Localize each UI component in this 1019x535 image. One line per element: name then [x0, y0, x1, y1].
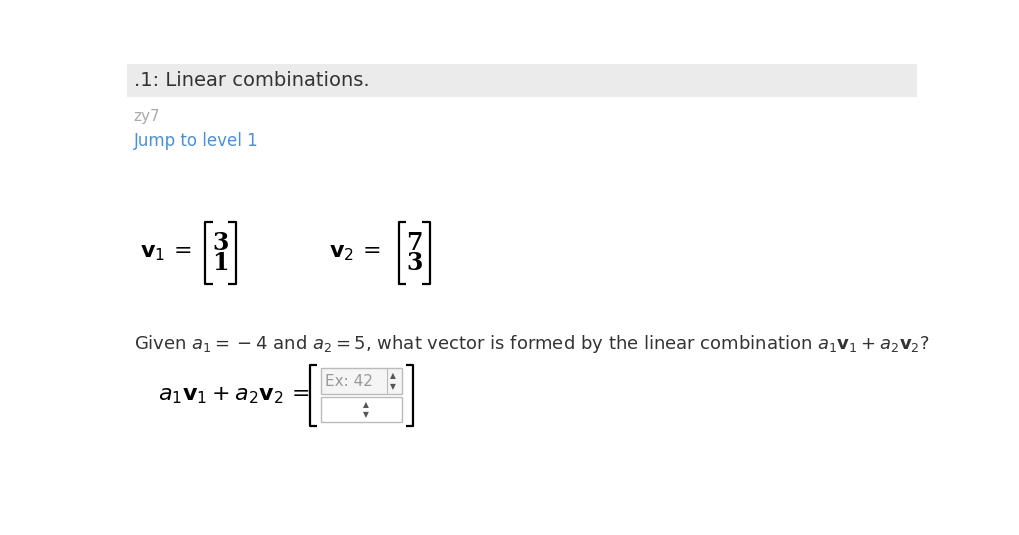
Text: $\mathbf{v}_2\,=$: $\mathbf{v}_2\,=$ [329, 243, 380, 263]
Text: 3: 3 [406, 251, 422, 275]
Text: ▲: ▲ [363, 400, 369, 409]
Text: .1: Linear combinations.: .1: Linear combinations. [133, 71, 369, 90]
FancyBboxPatch shape [127, 64, 917, 96]
Text: 3: 3 [212, 231, 228, 255]
Text: 1: 1 [212, 251, 228, 275]
Text: ▼: ▼ [363, 410, 369, 419]
FancyBboxPatch shape [321, 397, 403, 422]
Text: $\mathbf{v}_1\,=$: $\mathbf{v}_1\,=$ [140, 243, 192, 263]
Text: 7: 7 [406, 231, 422, 255]
Text: ▲: ▲ [390, 371, 396, 380]
Text: Given $a_1 = -4$ and $a_2 = 5$, what vector is formed by the linear combination : Given $a_1 = -4$ and $a_2 = 5$, what vec… [133, 333, 929, 355]
Text: $a_1\mathbf{v}_1 + a_2\mathbf{v}_2\,=$: $a_1\mathbf{v}_1 + a_2\mathbf{v}_2\,=$ [158, 385, 311, 406]
Text: Jump to level 1: Jump to level 1 [133, 132, 259, 150]
FancyBboxPatch shape [321, 369, 403, 394]
Text: zy7: zy7 [133, 109, 160, 124]
Text: Ex: 42: Ex: 42 [325, 373, 373, 388]
Text: ▼: ▼ [390, 381, 396, 391]
